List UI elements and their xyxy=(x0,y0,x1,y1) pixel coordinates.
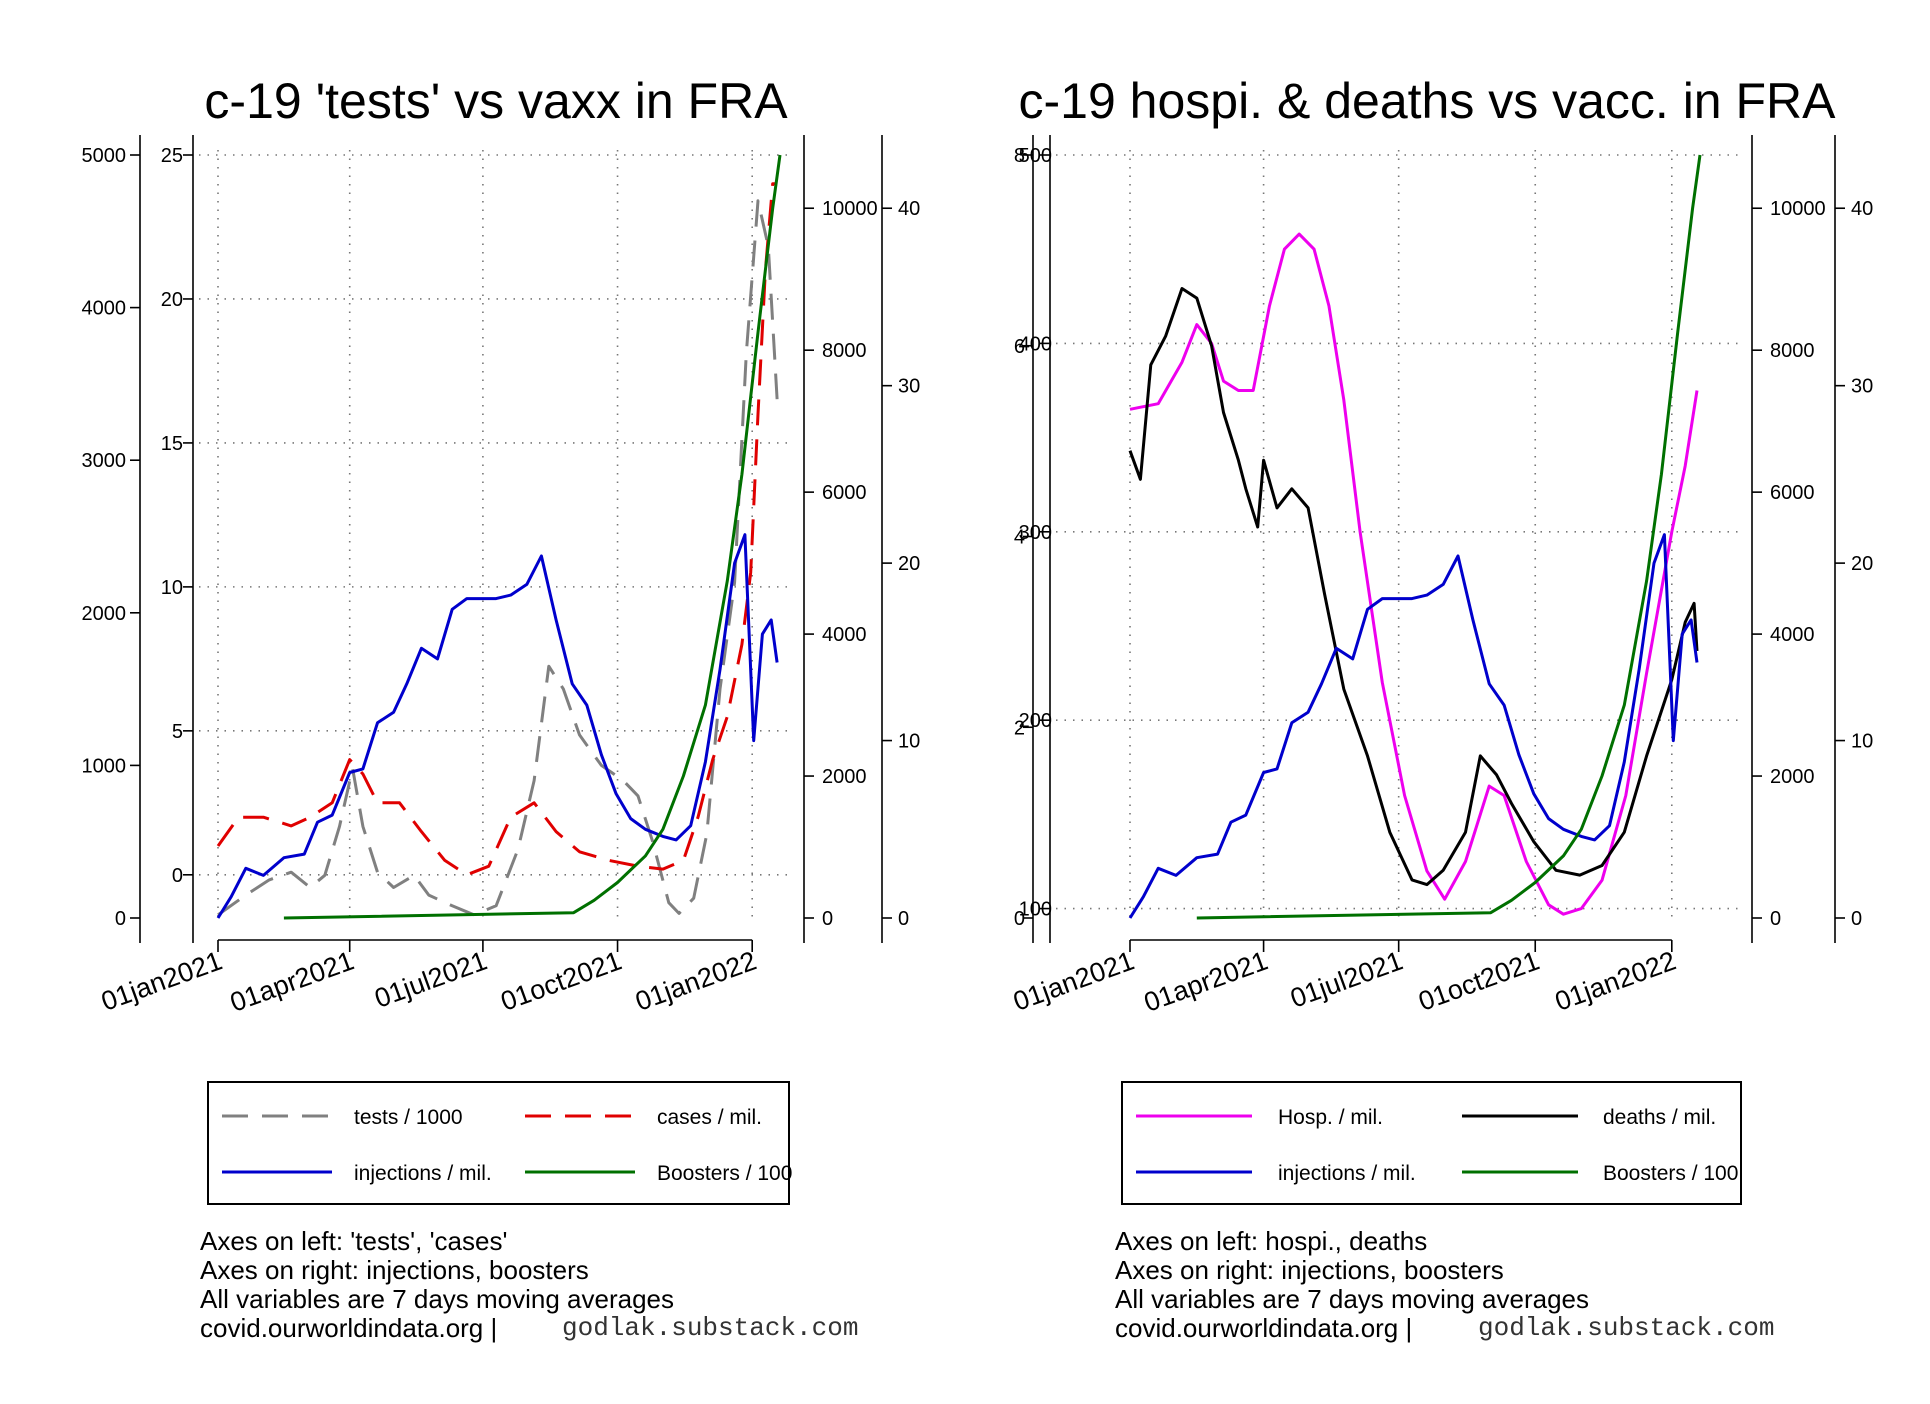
legend-label-boosters: Boosters / 100 xyxy=(1603,1162,1738,1185)
note-line-3: All variables are 7 days moving averages xyxy=(1115,1284,1589,1314)
x-tick-label: 01jan2022 xyxy=(631,945,760,1016)
axes: 0100020003000400050000510152025020004000… xyxy=(82,135,920,1018)
y-tick-label: 0 xyxy=(172,865,183,887)
x-tick-label: 01oct2021 xyxy=(497,945,626,1016)
y-tick-label: 10 xyxy=(1851,731,1873,753)
y-tick-label: 1000 xyxy=(82,755,127,777)
y-tick-label: 8 xyxy=(1014,145,1025,167)
y-tick-label: 2 xyxy=(1014,717,1025,739)
note-line-3: All variables are 7 days moving averages xyxy=(200,1284,674,1314)
y-tick-label: 20 xyxy=(898,553,920,575)
y-tick-label: 10000 xyxy=(822,198,878,220)
y-tick-label: 6000 xyxy=(1770,482,1815,504)
y-tick-label: 8000 xyxy=(1770,340,1815,362)
y-tick-label: 8000 xyxy=(822,340,867,362)
series-line-injections-mil xyxy=(216,533,779,919)
y-tick-label: 300 xyxy=(1019,522,1052,544)
y-tick-label: 2000 xyxy=(1770,766,1815,788)
legend-label-injections: injections / mil. xyxy=(354,1162,492,1185)
legend: Hosp. / mil. deaths / mil. injections / … xyxy=(1121,1081,1742,1205)
legend-label-injections: injections / mil. xyxy=(1278,1162,1416,1185)
series-lines xyxy=(1128,154,1702,920)
y-tick-label: 20 xyxy=(161,289,183,311)
note-line-1: Axes on left: hospi., deaths xyxy=(1115,1226,1427,1256)
y-tick-label: 3000 xyxy=(82,450,127,472)
note-source: covid.ourworldindata.org | xyxy=(1115,1313,1412,1343)
y-tick-label: 0 xyxy=(1851,908,1862,930)
y-tick-label: 100 xyxy=(1019,899,1052,921)
y-tick-label: 30 xyxy=(898,376,920,398)
y-tick-label: 4 xyxy=(1014,527,1025,549)
note-source: covid.ourworldindata.org | xyxy=(200,1313,497,1343)
y-tick-label: 0 xyxy=(822,908,833,930)
y-tick-label: 25 xyxy=(161,145,183,167)
chart-title: c-19 'tests' vs vaxx in FRA xyxy=(204,73,788,129)
x-tick-label: 01jan2021 xyxy=(97,945,226,1016)
x-tick-label: 01jul2021 xyxy=(1286,945,1406,1013)
series-line-boosters-100 xyxy=(1196,154,1702,920)
note-line-2: Axes on right: injections, boosters xyxy=(200,1255,589,1285)
y-tick-label: 10 xyxy=(898,731,920,753)
series-line-hosp-mil xyxy=(1129,232,1699,916)
x-tick-label: 01jan2021 xyxy=(1009,945,1138,1016)
y-tick-label: 200 xyxy=(1019,710,1052,732)
axes: 0246810020030040050002000400060008000100… xyxy=(1009,135,1873,1018)
y-tick-label: 5000 xyxy=(82,145,127,167)
y-tick-label: 10 xyxy=(161,577,183,599)
note-site: godlak.substack.com xyxy=(562,1313,858,1343)
y-tick-label: 500 xyxy=(1019,145,1052,167)
y-tick-label: 4000 xyxy=(822,624,867,646)
legend-frame xyxy=(207,1081,790,1205)
series-line-cases-mil xyxy=(216,182,778,877)
x-tick-label: 01jul2021 xyxy=(371,945,491,1013)
y-tick-label: 40 xyxy=(898,198,920,220)
note-site: godlak.substack.com xyxy=(1478,1313,1774,1343)
legend-label-cases: cases / mil. xyxy=(657,1106,762,1129)
legend-label-boosters: Boosters / 100 xyxy=(657,1162,792,1185)
y-tick-label: 400 xyxy=(1019,333,1052,355)
y-tick-label: 10000 xyxy=(1770,198,1826,220)
series-line-boosters-100 xyxy=(283,154,782,920)
y-tick-label: 0 xyxy=(1770,908,1781,930)
x-tick-label: 01jan2022 xyxy=(1551,945,1680,1016)
gridlines xyxy=(1056,150,1742,918)
footnote: Axes on left: hospi., deaths Axes on rig… xyxy=(1115,1226,1774,1343)
chart-title: c-19 hospi. & deaths vs vacc. in FRA xyxy=(1018,73,1836,129)
note-line-1: Axes on left: 'tests', 'cases' xyxy=(200,1226,507,1256)
y-tick-label: 0 xyxy=(115,908,126,930)
legend-label-hosp: Hosp. / mil. xyxy=(1278,1106,1383,1129)
legend-label-deaths: deaths / mil. xyxy=(1603,1106,1716,1129)
y-tick-label: 0 xyxy=(898,908,909,930)
y-tick-label: 4000 xyxy=(82,298,127,320)
series-line-injections-mil xyxy=(1128,533,1699,919)
y-tick-label: 4000 xyxy=(1770,624,1815,646)
x-tick-label: 01oct2021 xyxy=(1415,945,1544,1016)
y-tick-label: 6 xyxy=(1014,336,1025,358)
y-tick-label: 2000 xyxy=(822,766,867,788)
gridlines xyxy=(199,150,794,918)
legend: tests / 1000 cases / mil. injections / m… xyxy=(207,1081,792,1205)
y-tick-label: 0 xyxy=(1014,908,1025,930)
y-tick-label: 40 xyxy=(1851,198,1873,220)
legend-label-tests: tests / 1000 xyxy=(354,1106,463,1129)
series-lines xyxy=(216,154,782,920)
panel-tests-vs-vaxx: c-19 'tests' vs vaxx in FRA 010002000300… xyxy=(82,73,921,1343)
y-tick-label: 20 xyxy=(1851,553,1873,575)
series-line-deaths-mil xyxy=(1128,287,1699,887)
y-tick-label: 6000 xyxy=(822,482,867,504)
y-tick-label: 30 xyxy=(1851,376,1873,398)
y-tick-label: 5 xyxy=(172,721,183,743)
x-tick-label: 01apr2021 xyxy=(1140,945,1272,1017)
series-line-tests-1000 xyxy=(217,199,779,917)
legend-frame xyxy=(1121,1081,1742,1205)
y-tick-label: 15 xyxy=(161,433,183,455)
x-tick-label: 01apr2021 xyxy=(226,945,358,1017)
panel-hospi-deaths-vs-vacc: c-19 hospi. & deaths vs vacc. in FRA 0 2 4… xyxy=(1009,73,1873,1343)
footnote: Axes on left: 'tests', 'cases' Axes on r… xyxy=(200,1226,858,1343)
y-tick-label: 2000 xyxy=(82,603,127,625)
note-line-2: Axes on right: injections, boosters xyxy=(1115,1255,1504,1285)
